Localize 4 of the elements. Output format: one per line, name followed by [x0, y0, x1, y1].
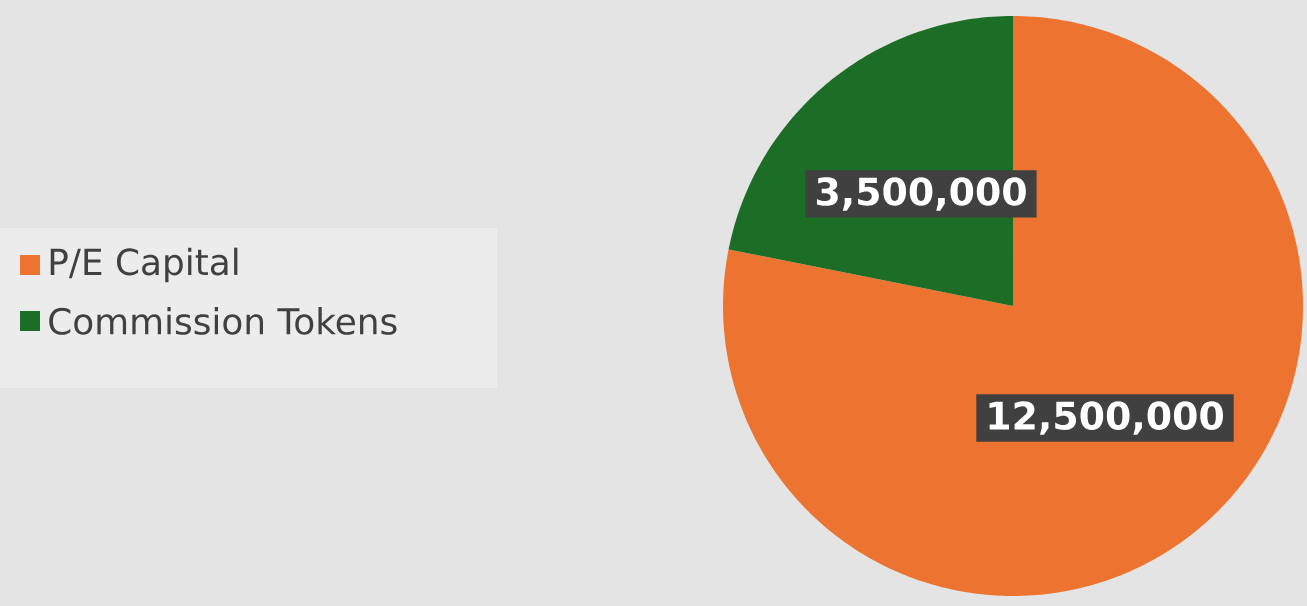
- data-label: 12,500,000: [989, 401, 1223, 435]
- legend-label: Commission Tokens: [49, 307, 397, 335]
- legend-label: P/E Capital: [50, 247, 238, 283]
- data-label: 3,500,000: [816, 177, 1026, 211]
